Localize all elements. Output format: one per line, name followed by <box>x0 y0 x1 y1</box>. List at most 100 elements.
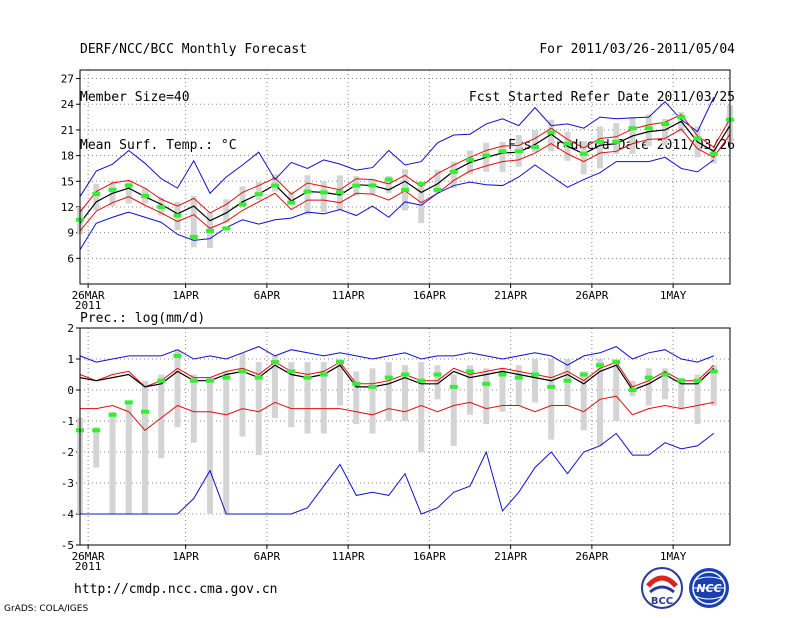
temp-spread-bar <box>223 199 230 223</box>
prec-observed-mark <box>319 372 328 377</box>
prec-x-tick-label: 26MAR <box>72 550 105 563</box>
temp-spread-bar <box>190 195 197 248</box>
temp-observed-mark <box>254 192 263 197</box>
prec-spread-bar <box>580 371 587 431</box>
prec-observed-mark <box>547 384 556 389</box>
temp-series-min <box>79 156 715 251</box>
prec-spread-bar <box>402 365 408 421</box>
start-date: Fcst Started Refer Date 2011/03/25 <box>468 90 735 105</box>
temp-x-tick-label: 26APR <box>575 289 608 302</box>
prec-observed-mark <box>596 363 604 368</box>
temp-observed-mark <box>368 183 377 188</box>
prec-observed-mark <box>384 375 393 380</box>
temp-observed-mark <box>271 183 279 188</box>
prec-observed-mark <box>303 375 312 380</box>
temp-observed-mark <box>287 200 296 205</box>
prec-series-spread-lower <box>80 395 714 431</box>
prec-x-tick-label: 21APR <box>494 550 527 563</box>
prec-observed-mark <box>563 378 572 383</box>
prec-y-tick-label: -2 <box>61 446 74 459</box>
temp-spread-bar <box>532 129 538 153</box>
temp-x-tick-label: 16APR <box>413 289 446 302</box>
temp-spread-bar <box>93 183 100 211</box>
temp-spread-bar <box>304 175 311 215</box>
temp-spread-bar <box>613 123 620 154</box>
temp-series-max <box>79 97 715 197</box>
ncc-logo: NCC <box>689 568 729 608</box>
prec-spread-bar <box>450 374 457 446</box>
temp-x-tick-label: 11APR <box>332 289 365 302</box>
temp-spread-bar <box>385 176 392 194</box>
member-size: Member Size=40 <box>80 90 190 105</box>
prec-x-tick-label: 1APR <box>172 550 199 563</box>
prec-y-tick-label: 0 <box>67 384 74 397</box>
temp-y-tick-label: 15 <box>61 175 74 188</box>
temp-observed-mark <box>417 181 426 186</box>
source-url[interactable]: http://cmdp.ncc.cma.gov.cn <box>74 582 278 597</box>
ncc-logo-text: NCC <box>696 582 721 595</box>
temp-observed-mark <box>628 126 637 131</box>
temp-x-tick-label: 1MAY <box>660 289 687 302</box>
temp-x-tick-label: 26MAR <box>72 289 105 302</box>
prec-observed-mark <box>514 375 523 380</box>
prec-observed-mark <box>433 372 442 377</box>
temp-observed-mark <box>547 130 556 135</box>
temp-observed-mark <box>206 228 214 233</box>
prec-spread-bar <box>320 362 327 434</box>
prec-y-tick-label: 1 <box>67 353 74 366</box>
prec-spread-bar <box>434 365 441 400</box>
temp-observed-mark <box>563 141 572 146</box>
prec-observed-mark <box>498 372 507 377</box>
prec-series-max <box>79 346 714 366</box>
prec-observed-mark <box>677 378 686 383</box>
prec-spread-bar <box>190 374 197 443</box>
prec-spread-bar <box>353 371 360 425</box>
prec-spread-bar <box>499 368 506 412</box>
prec-observed-mark <box>271 360 279 365</box>
temp-observed-mark <box>612 139 621 144</box>
prec-spread-bar <box>710 365 717 406</box>
temp-observed-mark <box>108 187 117 192</box>
prec-spread-bar <box>304 362 311 434</box>
temp-observed-mark <box>514 149 523 154</box>
prec-observed-mark <box>579 372 588 377</box>
prec-spread-bar <box>93 427 100 468</box>
temp-observed-mark <box>92 192 101 197</box>
prec-observed-mark <box>287 369 296 374</box>
prec-spread-bar <box>694 374 701 425</box>
prec-observed-mark <box>401 372 409 377</box>
temp-observed-mark <box>319 190 328 195</box>
temp-spread-bar <box>645 114 652 147</box>
prec-panel-title: Prec.: log(mm/d) <box>80 311 205 326</box>
temp-series-spread-upper <box>79 113 731 214</box>
prec-observed-mark <box>449 384 458 389</box>
prec-x-tick-label: 26APR <box>575 550 608 563</box>
temp-observed-mark <box>238 202 247 207</box>
temp-x-year-label: 2011 <box>75 299 102 312</box>
prec-x-tick-label: 11APR <box>332 550 365 563</box>
temp-observed-mark <box>124 183 133 188</box>
temp-spread-bar <box>434 170 441 194</box>
temp-spread-bar <box>288 191 295 205</box>
temp-y-tick-label: 24 <box>61 98 75 111</box>
temp-observed-mark <box>222 226 231 231</box>
temp-y-tick-label: 6 <box>67 252 74 265</box>
prec-spread-bar <box>174 349 181 428</box>
prec-x-tick-label: 6APR <box>254 550 281 563</box>
temp-observed-mark <box>579 151 588 156</box>
temp-spread-bar <box>597 126 603 169</box>
prec-observed-mark <box>466 369 474 374</box>
prec-series-spread-upper <box>79 361 715 388</box>
temp-y-tick-label: 21 <box>61 124 74 137</box>
temp-y-tick-label: 12 <box>61 201 74 214</box>
temp-observed-mark <box>693 136 702 141</box>
temp-spread-bar <box>239 186 246 207</box>
prec-observed-mark <box>108 412 117 417</box>
prec-series-mean <box>79 364 715 391</box>
prec-y-tick-label: -4 <box>61 508 75 521</box>
prec-series-min <box>80 432 715 515</box>
temp-spread-bar <box>580 141 587 175</box>
prec-spread-bar <box>548 359 555 440</box>
prec-spread-bar <box>662 368 668 400</box>
prec-spread-bar <box>142 380 148 514</box>
